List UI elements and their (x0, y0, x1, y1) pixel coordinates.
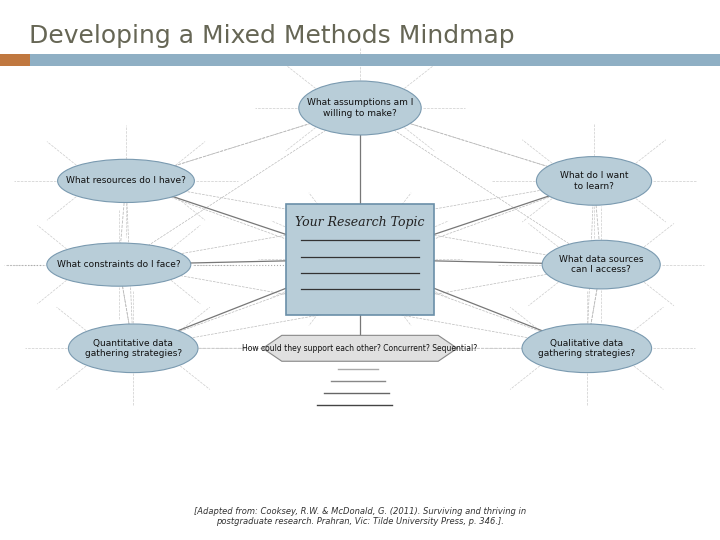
Text: [Adapted from: Cooksey, R.W. & McDonald, G. (2011). Surviving and thriving in
po: [Adapted from: Cooksey, R.W. & McDonald,… (194, 507, 526, 526)
Text: How could they support each other? Concurrent? Sequential?: How could they support each other? Concu… (243, 344, 477, 353)
Text: What do I want
to learn?: What do I want to learn? (559, 171, 629, 191)
FancyBboxPatch shape (286, 204, 434, 315)
Text: Your Research Topic: Your Research Topic (295, 216, 425, 229)
FancyBboxPatch shape (0, 54, 720, 66)
Text: What assumptions am I
willing to make?: What assumptions am I willing to make? (307, 98, 413, 118)
Text: What resources do I have?: What resources do I have? (66, 177, 186, 185)
Ellipse shape (536, 157, 652, 205)
Text: Developing a Mixed Methods Mindmap: Developing a Mixed Methods Mindmap (29, 24, 514, 48)
Ellipse shape (299, 81, 421, 135)
Ellipse shape (68, 324, 198, 373)
FancyBboxPatch shape (0, 54, 30, 66)
Polygon shape (263, 335, 457, 361)
Ellipse shape (542, 240, 660, 289)
Text: What data sources
can I access?: What data sources can I access? (559, 255, 644, 274)
Ellipse shape (522, 324, 652, 373)
Text: Qualitative data
gathering strategies?: Qualitative data gathering strategies? (539, 339, 635, 358)
Text: Quantitative data
gathering strategies?: Quantitative data gathering strategies? (85, 339, 181, 358)
Text: What constraints do I face?: What constraints do I face? (57, 260, 181, 269)
Ellipse shape (47, 243, 191, 286)
Ellipse shape (58, 159, 194, 202)
